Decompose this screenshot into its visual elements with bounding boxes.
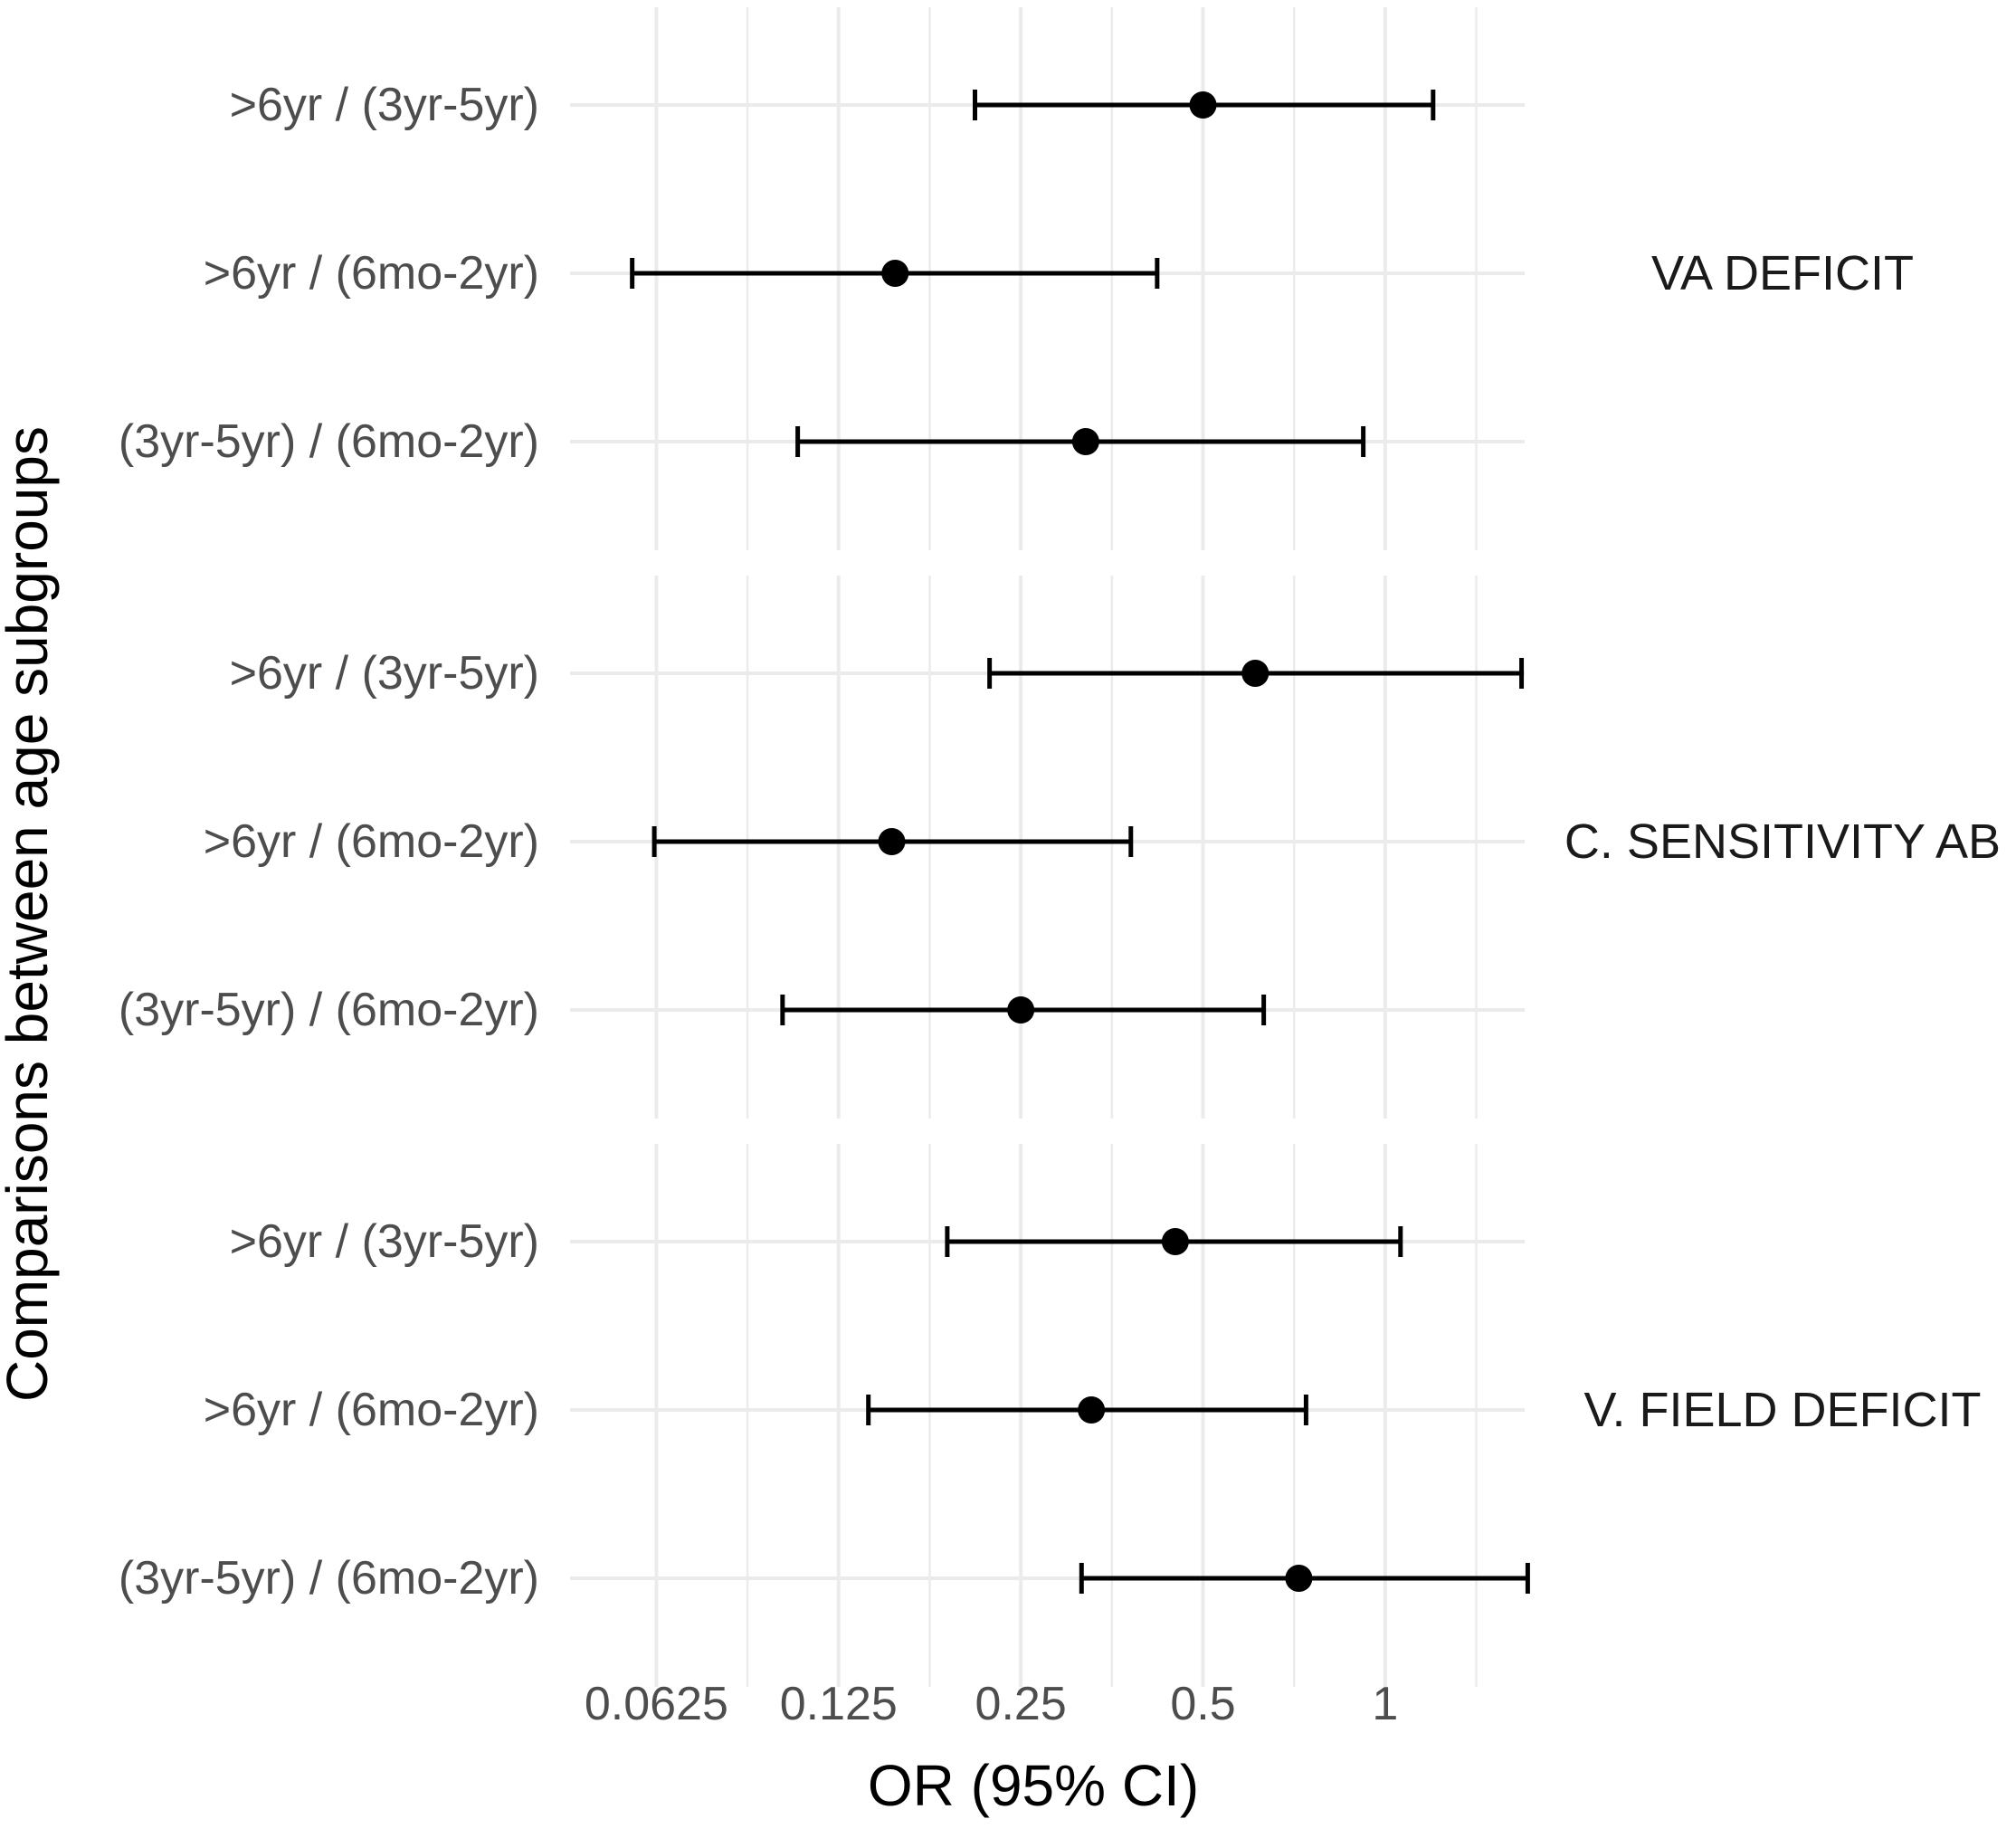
or-point <box>881 260 909 287</box>
row-label: >6yr / (6mo-2yr) <box>204 247 539 300</box>
panel-strip-label: V. FIELD DEFICIT <box>1583 1383 1981 1437</box>
y-axis-title: Comparisons between age subgroups <box>0 426 60 1402</box>
x-axis-ticks: 0.0625 0.125 0.25 0.5 1 <box>585 1678 1398 1730</box>
panel-strip-label: VA DEFICIT <box>1651 246 1914 300</box>
row-label: (3yr-5yr) / (6mo-2yr) <box>119 984 539 1036</box>
x-tick-label: 0.25 <box>975 1678 1067 1730</box>
row-label: >6yr / (3yr-5yr) <box>230 79 539 131</box>
panel-strip-label: C. SENSITIVITY AB <box>1564 814 2001 869</box>
x-tick-label: 0.5 <box>1170 1678 1235 1730</box>
x-tick-label: 1 <box>1372 1678 1398 1730</box>
panel-strip-labels: VA DEFICIT C. SENSITIVITY AB V. FIELD DEFI… <box>1564 246 2001 1437</box>
row-label: >6yr / (3yr-5yr) <box>230 647 539 700</box>
row-labels: >6yr / (3yr-5yr) >6yr / (6mo-2yr) (3yr-5yr… <box>119 79 539 1605</box>
or-point <box>1241 660 1270 687</box>
grid-layer <box>570 7 1525 1687</box>
data-marks <box>630 90 1530 1594</box>
row-label: (3yr-5yr) / (6mo-2yr) <box>119 1552 539 1605</box>
x-tick-label: 0.125 <box>780 1678 898 1730</box>
row-label: >6yr / (6mo-2yr) <box>204 1384 539 1436</box>
row-label: (3yr-5yr) / (6mo-2yr) <box>119 415 539 468</box>
or-point <box>1007 996 1035 1024</box>
row-label: >6yr / (3yr-5yr) <box>230 1215 539 1268</box>
or-point <box>1285 1565 1313 1592</box>
or-point <box>1189 91 1217 119</box>
or-point <box>1071 428 1099 455</box>
or-point <box>1078 1396 1106 1424</box>
or-point <box>1161 1228 1189 1255</box>
row-label: >6yr / (6mo-2yr) <box>204 815 539 868</box>
or-point <box>878 828 906 855</box>
x-axis-title: OR (95% CI) <box>868 1753 1199 1818</box>
x-tick-label: 0.0625 <box>585 1678 728 1730</box>
